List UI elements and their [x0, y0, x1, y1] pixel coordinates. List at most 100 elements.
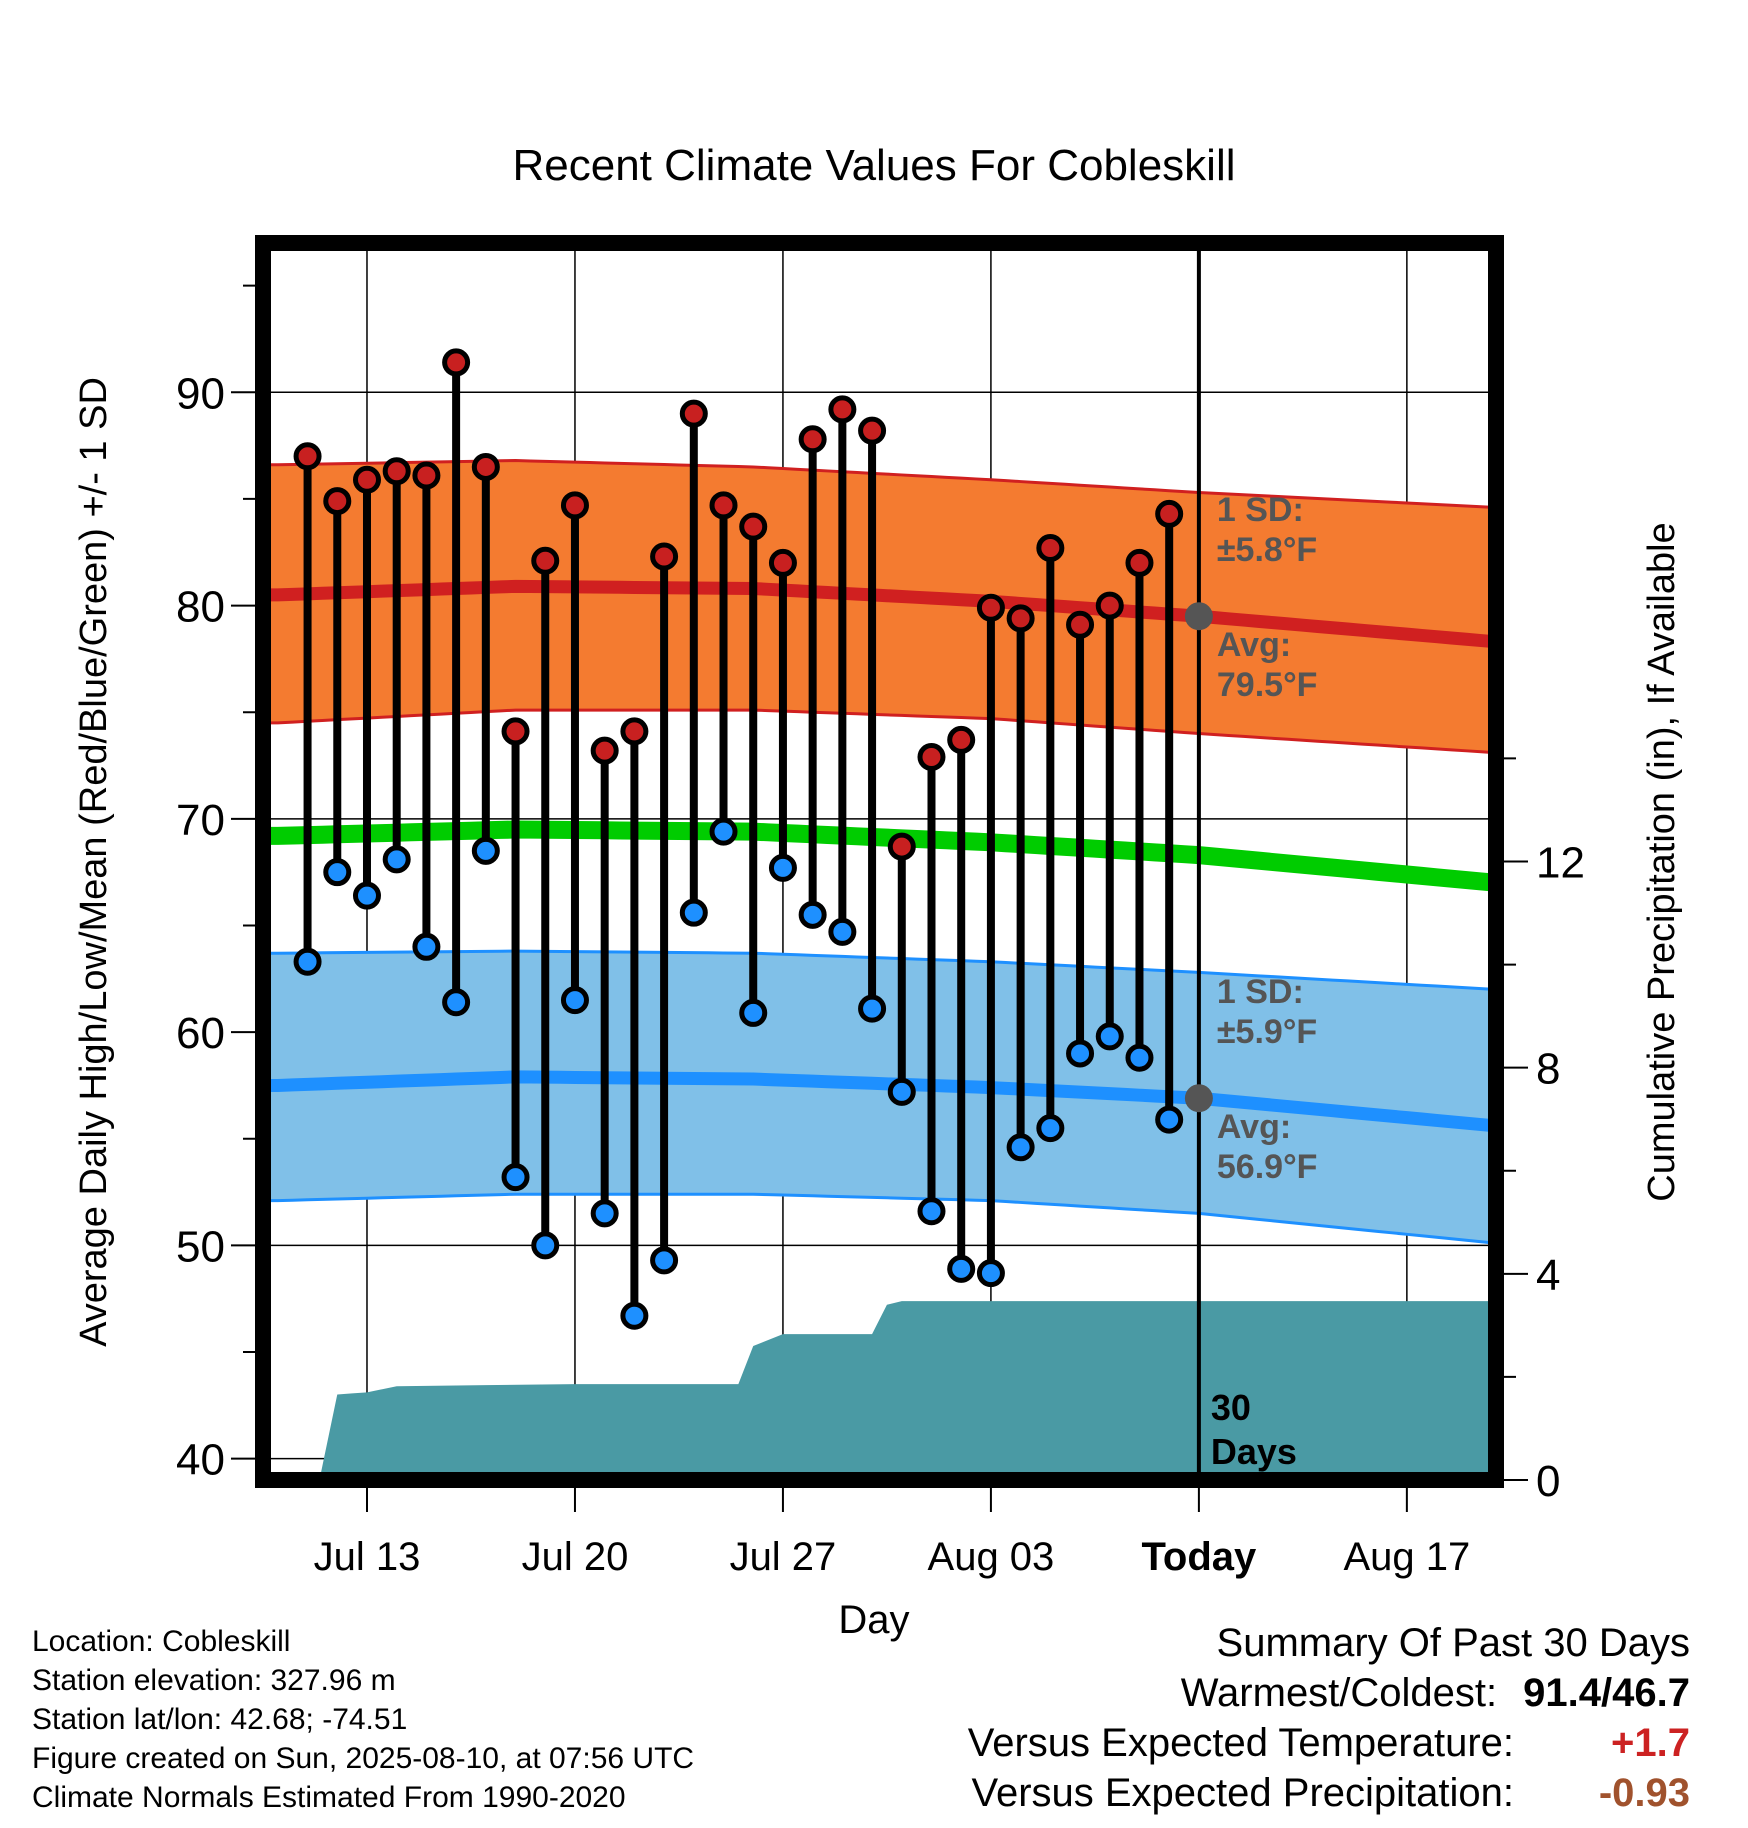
daily-high-point [352, 465, 381, 494]
normal-high-band-upper-edge [263, 459, 1496, 509]
annotation-low-avg-line: Avg: [1217, 1108, 1291, 1146]
daily-high-point [1006, 604, 1035, 633]
normal-low-avg-line [263, 1070, 1496, 1133]
elevation-text: Station elevation: 327.96 m [32, 1664, 396, 1697]
daily-high-point [650, 542, 679, 571]
daily-high-point [382, 457, 411, 486]
daily-high-point [679, 399, 708, 428]
daily-low-point [1155, 1105, 1184, 1134]
daily-high-point [590, 736, 619, 765]
y-tick-label: 80 [176, 583, 225, 632]
summary-panel: Summary Of Past 30 Days Warmest/Coldest:… [900, 1618, 1690, 1818]
daily-high-point [293, 442, 322, 471]
daily-high-point [739, 512, 768, 541]
daily-high-point [531, 546, 560, 575]
y2-tick-label: 8 [1536, 1045, 1560, 1094]
daily-low-point [650, 1246, 679, 1275]
daily-low-point [1095, 1022, 1124, 1051]
normal-mean-line [263, 820, 1496, 892]
daily-low-point [976, 1259, 1005, 1288]
daily-low-point [1125, 1043, 1154, 1072]
y-axis-label: Average Daily High/Low/Mean (Red/Blue/Gr… [73, 377, 115, 1347]
daily-high-point [947, 725, 976, 754]
today-high-avg-marker [1184, 602, 1213, 631]
daily-high-point [798, 425, 827, 454]
x-axis-label: Day [838, 1598, 909, 1642]
daily-high-point [828, 395, 857, 424]
daily-high-point [768, 548, 797, 577]
precip-anomaly-value: -0.93 [1598, 1771, 1690, 1815]
annotation-high-avg-line: 79.5°F [1217, 666, 1318, 704]
daily-low-point [947, 1254, 976, 1283]
latlon-text: Station lat/lon: 42.68; -74.51 [32, 1703, 408, 1736]
daily-low-point [798, 900, 827, 929]
daily-high-point [1125, 548, 1154, 577]
daily-low-point [471, 836, 500, 865]
x-tick-label: Aug 03 [928, 1535, 1055, 1579]
x-tick-label: Jul 27 [730, 1535, 837, 1579]
annotation-period-line: 30 [1211, 1387, 1251, 1428]
normal-high-avg-line [263, 579, 1496, 649]
normal-low-band-lower-edge [263, 1192, 1496, 1245]
annotation-high-sd-line: 1 SD: [1217, 491, 1304, 529]
y2-tick-label: 12 [1536, 839, 1585, 888]
normal-low-band-upper-edge [263, 949, 1496, 991]
y-tick-label: 50 [176, 1222, 225, 1271]
summary-heading: Summary Of Past 30 Days [1216, 1621, 1690, 1665]
annotation-low-sd-line: ±5.9°F [1217, 1013, 1317, 1051]
daily-low-point [382, 845, 411, 874]
normal-high-band-lower-edge [263, 708, 1496, 755]
daily-low-point [887, 1077, 916, 1106]
location-text: Location: Cobleskill [32, 1625, 291, 1658]
warmest-value: 91.4 [1523, 1671, 1602, 1715]
daily-high-point [709, 491, 738, 520]
x-tick-label: Jul 20 [522, 1535, 629, 1579]
x-tick-label: Jul 13 [314, 1535, 421, 1579]
daily-low-point [679, 898, 708, 927]
x-tick-label: Today [1141, 1535, 1257, 1579]
annotation-period-line: Days [1211, 1431, 1297, 1472]
temp-anomaly-label: Versus Expected Temperature: [967, 1721, 1514, 1765]
chart-title: Recent Climate Values For Cobleskill [512, 141, 1235, 190]
y-tick-label: 70 [176, 796, 225, 845]
daily-low-point [1036, 1114, 1065, 1143]
daily-low-point [1006, 1133, 1035, 1162]
daily-low-point [293, 947, 322, 976]
station-info: Location: Cobleskill Station elevation: … [32, 1622, 694, 1817]
daily-high-point [412, 461, 441, 490]
y-tick-label: 40 [176, 1436, 225, 1485]
y2-tick-label: 4 [1536, 1251, 1560, 1300]
daily-high-point [887, 832, 916, 861]
daily-high-point [442, 348, 471, 377]
annotation-low-sd-line: 1 SD: [1217, 973, 1304, 1011]
daily-high-point [1095, 591, 1124, 620]
daily-low-point [709, 817, 738, 846]
precip-area [292, 1301, 1496, 1480]
temp-anomaly-value: +1.7 [1611, 1721, 1690, 1765]
y2-tick-label: 0 [1536, 1457, 1560, 1506]
daily-low-point [828, 917, 857, 946]
warm-cold-label: Warmest/Coldest: [1180, 1671, 1498, 1715]
daily-high-point [501, 717, 530, 746]
normals-text: Climate Normals Estimated From 1990-2020 [32, 1781, 626, 1814]
daily-high-point [976, 593, 1005, 622]
daily-low-point [1066, 1039, 1095, 1068]
daily-high-point [1066, 610, 1095, 639]
daily-low-point [739, 998, 768, 1027]
today-low-avg-marker [1184, 1084, 1213, 1113]
daily-high-point [560, 491, 589, 520]
daily-low-point [590, 1199, 619, 1228]
normal-low-band [263, 951, 1496, 1244]
daily-low-point [352, 881, 381, 910]
daily-low-point [917, 1197, 946, 1226]
annotation-high-sd-line: ±5.8°F [1217, 531, 1317, 569]
daily-low-point [501, 1163, 530, 1192]
daily-low-point [323, 858, 352, 887]
daily-low-point [412, 932, 441, 961]
daily-low-point [768, 853, 797, 882]
daily-low-point [858, 994, 887, 1023]
coldest-value: 46.7 [1612, 1671, 1690, 1715]
daily-low-point [620, 1301, 649, 1330]
daily-high-point [858, 416, 887, 445]
